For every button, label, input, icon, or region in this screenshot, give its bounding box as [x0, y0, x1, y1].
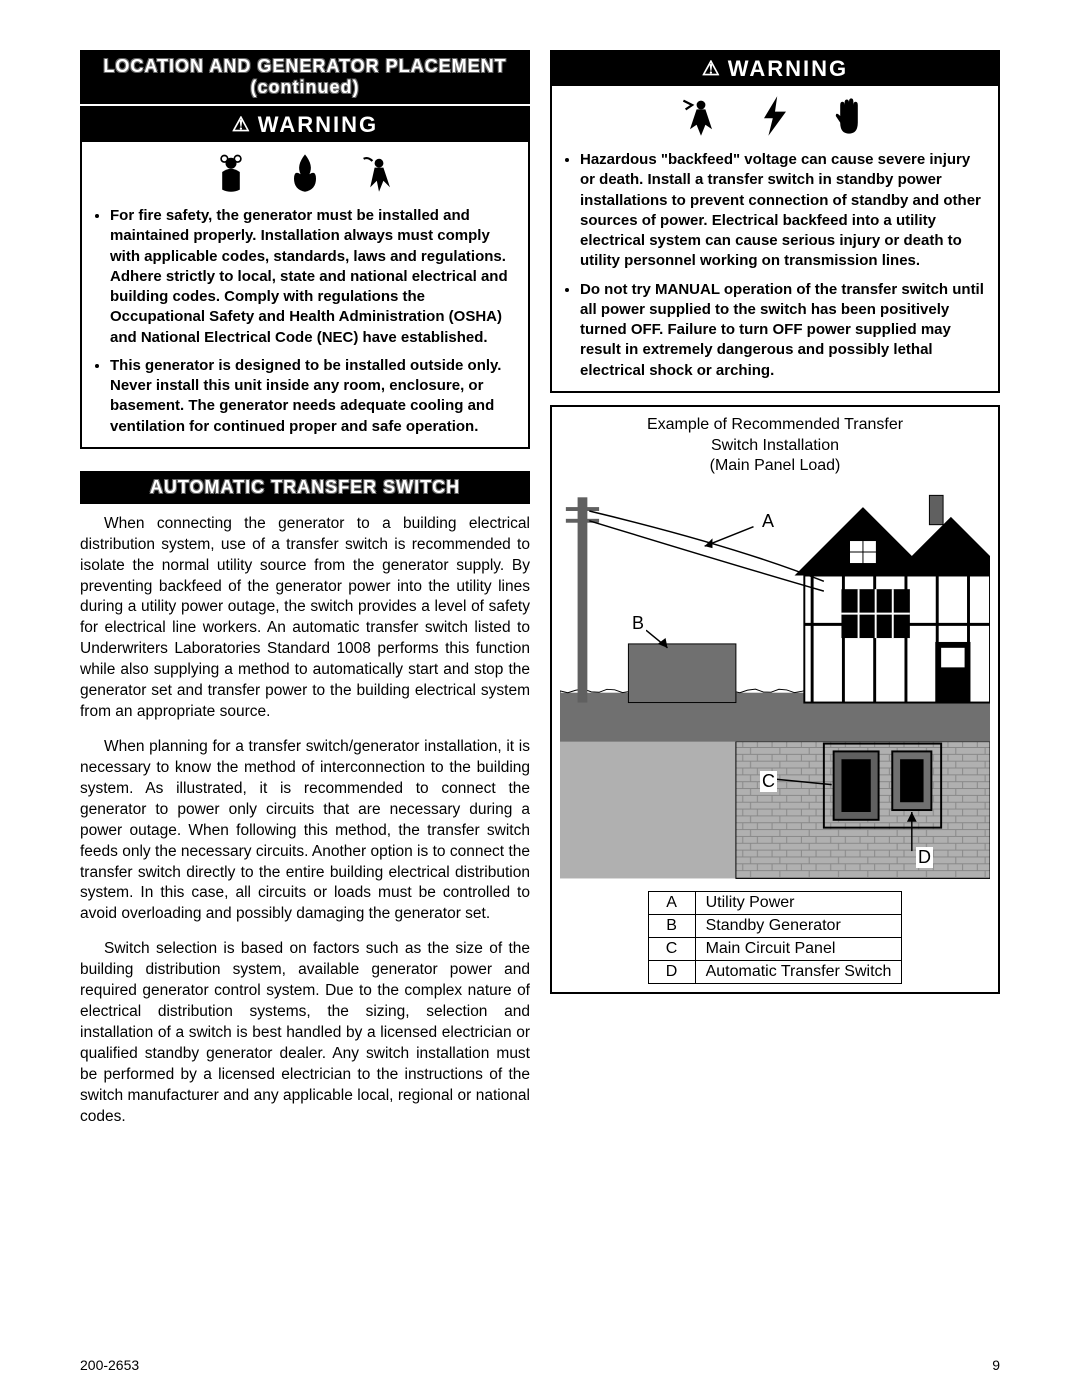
table-row: CMain Circuit Panel: [648, 938, 902, 961]
warning-label: WARNING: [258, 112, 378, 138]
hand-stop-icon: [827, 94, 871, 138]
warning-bar-left: ⚠ WARNING: [82, 108, 528, 142]
warning-box-right: ⚠ WARNING Hazardous "backfeed" voltage c…: [550, 50, 1000, 393]
bullet-item: Hazardous "backfeed" voltage can cause s…: [580, 150, 988, 272]
fire-icon: [283, 150, 327, 194]
diagram-label-a: A: [760, 511, 776, 532]
diagram-label-b: B: [630, 613, 646, 634]
section-header-location: LOCATION AND GENERATOR PLACEMENT (contin…: [80, 50, 530, 104]
diagram-box: Example of Recommended Transfer Switch I…: [550, 405, 1000, 994]
diagram-label-d: D: [916, 847, 933, 868]
shock-person-icon: [679, 94, 723, 138]
warning-bullets-left: For fire safety, the generator must be i…: [92, 206, 518, 437]
warning-triangle-icon: ⚠: [702, 59, 722, 79]
toxic-fumes-icon: [209, 150, 253, 194]
table-row: BStandby Generator: [648, 915, 902, 938]
body-paragraph: When planning for a transfer switch/gene…: [80, 737, 530, 925]
rotating-parts-icon: [357, 150, 401, 194]
diagram-label-c: C: [760, 771, 777, 792]
hazard-icon-row-right: [552, 86, 998, 146]
hazard-icon-row-left: [82, 142, 528, 202]
warning-label: WARNING: [728, 56, 848, 82]
page-number: 9: [992, 1357, 1000, 1373]
installation-diagram: A B C D: [560, 483, 990, 883]
bullet-item: Do not try MANUAL operation of the trans…: [580, 280, 988, 381]
page-footer: 200-2653 9: [80, 1357, 1000, 1373]
section-header-ats: AUTOMATIC TRANSFER SWITCH: [80, 471, 530, 504]
doc-number: 200-2653: [80, 1357, 139, 1373]
bullet-item: This generator is designed to be install…: [110, 356, 518, 437]
body-paragraph: When connecting the generator to a build…: [80, 514, 530, 723]
diagram-title: Example of Recommended Transfer Switch I…: [560, 415, 990, 477]
table-row: AUtility Power: [648, 892, 902, 915]
warning-triangle-icon: ⚠: [232, 115, 252, 135]
bullet-item: For fire safety, the generator must be i…: [110, 206, 518, 348]
warning-bar-right: ⚠ WARNING: [552, 52, 998, 86]
diagram-legend-table: AUtility Power BStandby Generator CMain …: [648, 891, 903, 984]
body-paragraph: Switch selection is based on factors suc…: [80, 939, 530, 1127]
table-row: DAutomatic Transfer Switch: [648, 961, 902, 984]
warning-box-left: ⚠ WARNING For fire safety, the generator…: [80, 106, 530, 449]
warning-bullets-right: Hazardous "backfeed" voltage can cause s…: [562, 150, 988, 381]
lightning-icon: [753, 94, 797, 138]
